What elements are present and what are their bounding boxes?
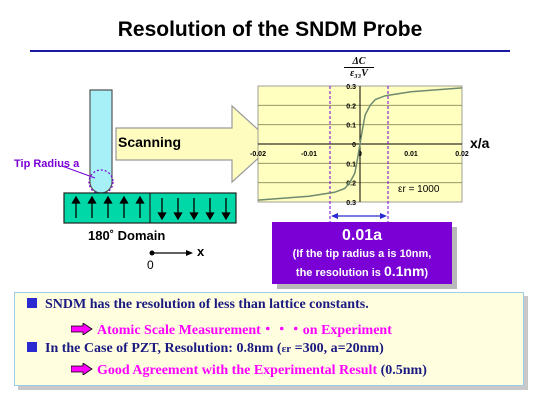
chart-y-tick-label: 0 <box>352 142 356 149</box>
chart-x-tick-label: -0.01 <box>301 151 317 158</box>
summary-bullet-1-text: SNDM has the resolution of less than lat… <box>45 297 369 312</box>
chart-y-tick-label: 0.1 <box>346 161 356 168</box>
result-line1: (If the tip radius a is 10nm, <box>292 248 432 260</box>
resolution-markers <box>329 86 389 222</box>
tip-radius-pointer <box>61 165 96 179</box>
resolution-result-box: 0.01a (If the tip radius a is 10nm, the … <box>272 222 452 284</box>
summary-bullet-2: In the Case of PZT, Resolution: 0.8nm (ε… <box>27 341 384 357</box>
ferroelectric-domain <box>63 192 237 224</box>
chart-ylabel-denominator: ε₃₃V <box>344 67 374 79</box>
result-line2-value: 0.1nm <box>383 263 425 279</box>
result-line2: the resolution is 0.1nm) <box>272 263 452 279</box>
chart-x-tick-label: 0.02 <box>455 151 469 158</box>
chart-x-tick-label: 0.01 <box>404 151 418 158</box>
result-line2-prefix: the resolution is <box>295 267 384 279</box>
chart-y-tick-label: 0.2 <box>346 103 356 110</box>
domain-down-arrows <box>157 198 231 221</box>
bullet-square-icon <box>27 342 37 352</box>
chart-ylabel-numerator: ΔC <box>352 56 366 67</box>
chart-y-tick-label: 0.3 <box>346 200 356 207</box>
tip-radius-circle <box>88 169 114 195</box>
result-line2-suffix: ) <box>424 267 429 279</box>
scanning-arrow <box>115 104 275 184</box>
summary-bullet-2-suffix: =300, a=20nm) <box>291 341 384 356</box>
summary-arrow-1: Atomic Scale Measurement・・・on Experiment <box>70 319 392 339</box>
chart-x-tick-label: -0.02 <box>250 151 266 158</box>
summary-bullet-2-prefix: In the Case of PZT, Resolution: 0.8nm ( <box>45 341 282 356</box>
summary-bullet-1: SNDM has the resolution of less than lat… <box>27 297 369 313</box>
bullet-square-icon <box>27 298 37 308</box>
domain-up-arrows <box>71 195 145 218</box>
summary-arrow-2-paren: (0.5nm) <box>377 363 427 378</box>
axis-x-label: x <box>197 244 205 259</box>
summary-box: SNDM has the resolution of less than lat… <box>14 292 524 386</box>
chart-tick-labels: -0.02 -0.01 0 0.01 0.020.30.20.100.10.20.3 <box>250 84 469 207</box>
x-axis-indicator <box>149 250 193 256</box>
page-title: Resolution of the SNDM Probe <box>117 18 423 41</box>
tip-radius-label: Tip Radius a <box>14 158 80 170</box>
scanning-label: Scanning <box>118 134 182 150</box>
summary-arrow-1-text: Atomic Scale Measurement・・・on Experiment <box>97 323 392 338</box>
title-divider <box>30 50 510 52</box>
axis-origin-label: 0 <box>147 258 154 272</box>
chart-y-tick-label: 0.2 <box>346 181 356 188</box>
chart-x-tick-label: 0 <box>358 151 362 158</box>
result-headline: 0.01a <box>341 227 383 244</box>
arrow-right-icon <box>70 362 93 376</box>
chart-y-tick-label: 0.1 <box>346 123 356 130</box>
chart-ylabel: ΔC ε₃₃V <box>340 56 378 79</box>
domain-label: 180˚ Domain <box>88 228 166 243</box>
chart-xlabel: x/a <box>470 135 490 151</box>
summary-arrow-2-text: Good Agreement with the Experimental Res… <box>97 363 378 378</box>
arrow-right-icon <box>70 322 93 336</box>
chart-series-curve <box>257 87 463 201</box>
chart-legend: εr = 1000 <box>398 184 440 195</box>
chart-y-tick-label: 0.3 <box>346 84 356 91</box>
summary-bullet-2-symbol: εr <box>281 343 292 355</box>
summary-arrow-2: Good Agreement with the Experimental Res… <box>70 362 427 379</box>
